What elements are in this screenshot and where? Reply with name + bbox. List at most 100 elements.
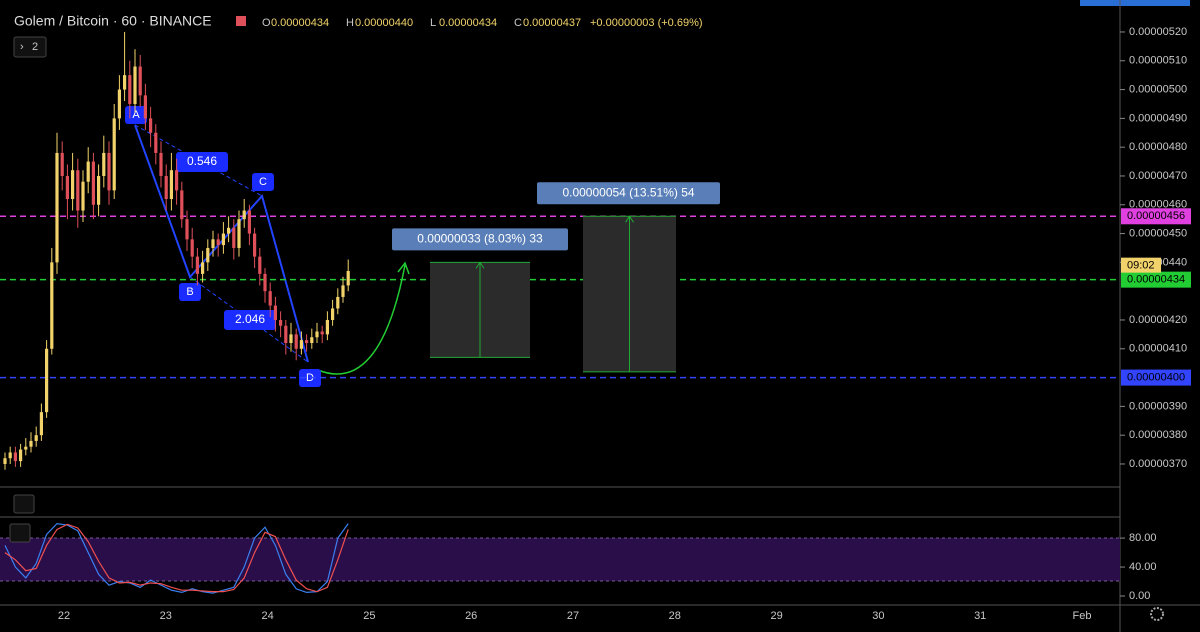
candle-body [81,181,85,211]
candle-body [55,152,59,263]
price-label: 0.00000390 [1129,400,1187,412]
date-label: 29 [770,610,782,622]
candle-body [325,319,329,335]
candle-body [138,66,142,96]
candle-body [216,239,220,246]
measure-tag [392,228,568,251]
candle-body [305,340,309,344]
chevron: › [20,41,24,53]
indicators-toggle[interactable] [13,36,47,58]
candle-body [60,152,64,176]
price-label: 0.00000380 [1129,429,1187,441]
settings-icon[interactable] [1150,607,1164,621]
price-label: 0.00000490 [1129,112,1187,124]
candle-body [242,210,246,220]
candle-body [175,170,179,191]
candle-body [258,256,262,274]
date-label: Feb [1073,610,1092,622]
candle-body [221,233,225,246]
candle-body [164,175,168,200]
candle-body [123,75,127,90]
measure-label: 0.00000033 (8.03%) 33 [417,232,543,246]
price-label: 0.00000520 [1129,26,1187,38]
candle-body [185,219,189,240]
date-label: 28 [669,610,681,622]
candle-body [211,239,215,248]
point-label: A [132,109,140,121]
price-label: 0.00000500 [1129,83,1187,95]
date-label: 24 [261,610,273,622]
candle-body [102,152,106,176]
date-label: 23 [160,610,172,622]
date-label: 26 [465,610,477,622]
candle-body [112,118,116,191]
point-tag [252,173,274,191]
candle-body [86,161,90,182]
osc-label: 40.00 [1129,561,1157,573]
projection-arrow [317,264,406,375]
candle-body [237,219,241,248]
measure-arrow-head [475,261,485,269]
candle-body [294,334,298,349]
candle-body [34,435,38,441]
candle-body [91,161,95,205]
candle-body [180,190,184,220]
candle-body [45,348,49,413]
price-label: 0.00000510 [1129,55,1187,67]
candle-body [253,233,257,257]
candle-body [320,331,324,335]
ohlc-label: C [514,17,522,29]
level-label: 0.00000400 [1127,371,1185,383]
ratio-tag [224,310,276,330]
candle-body [143,95,147,119]
date-label: 25 [363,610,375,622]
ohlc-value: 0.00000440 [355,17,413,29]
candle-body [39,412,43,436]
candle-body [201,262,205,274]
top-bar [1080,0,1190,6]
countdown-tag [1121,257,1161,273]
candle-body [341,285,345,297]
date-label: 31 [974,610,986,622]
candle-body [310,337,314,344]
candle-body [273,305,277,320]
price-label: 0.00000410 [1129,343,1187,355]
candle-body [227,227,231,234]
change: +0.00000003 (+0.69%) [590,17,703,29]
price-label: 0.00000450 [1129,227,1187,239]
candle-body [195,256,199,274]
countdown: 09:02 [1127,260,1155,272]
candle-body [336,296,340,309]
candle-body [263,273,267,292]
pane-toggle[interactable] [13,494,35,514]
ohlc-value: 0.00000434 [439,17,497,29]
candle-body [299,340,303,349]
candle-body [169,170,173,200]
indicator-count: 2 [32,41,38,53]
date-label: 27 [567,610,579,622]
candle-body [13,452,17,462]
osc-label: 0.00 [1129,590,1150,602]
date-label: 30 [872,610,884,622]
osc-line [4,522,349,594]
ohlc-label: H [346,17,354,29]
candle-body [346,271,350,286]
pane-toggle[interactable] [9,523,31,543]
candle-body [128,75,132,104]
level-label: 0.00000456 [1127,210,1185,222]
price-label: 0.00000460 [1129,199,1187,211]
candle-body [232,227,236,248]
candle-body [76,170,80,211]
point-tag [179,283,201,301]
candle-body [284,325,288,344]
candle-body [149,118,153,133]
candle-body [206,247,210,263]
candle-body [190,239,194,257]
osc-label: 80.00 [1129,532,1157,544]
candle-body [65,175,69,200]
point-label: C [259,176,267,188]
ratio-label: 0.546 [187,154,217,168]
